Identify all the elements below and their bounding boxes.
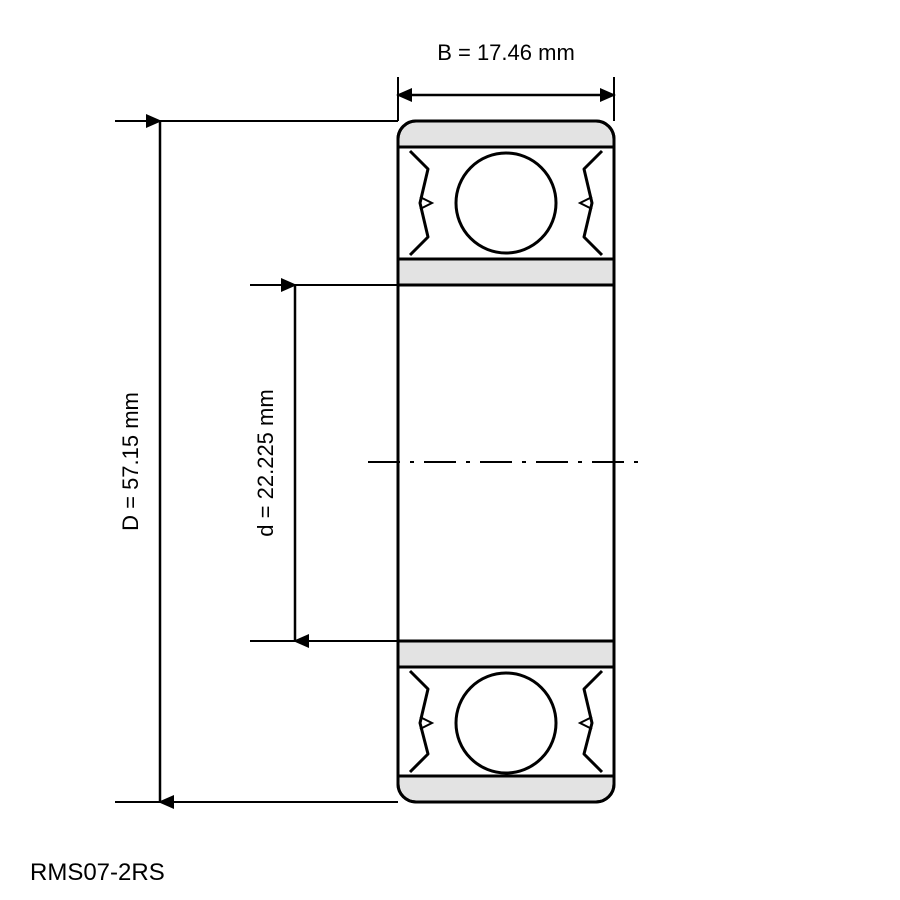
part-number-label: RMS07-2RS	[30, 859, 165, 886]
bearing-diagram: B = 17.46 mm D = 57.15 mm d = 22.225 mm …	[0, 0, 900, 900]
dimension-outer-d-label: D = 57.15 mm	[118, 392, 143, 531]
dimension-b-label: B = 17.46 mm	[437, 40, 575, 65]
dimension-inner-d-label: d = 22.225 mm	[253, 389, 278, 536]
